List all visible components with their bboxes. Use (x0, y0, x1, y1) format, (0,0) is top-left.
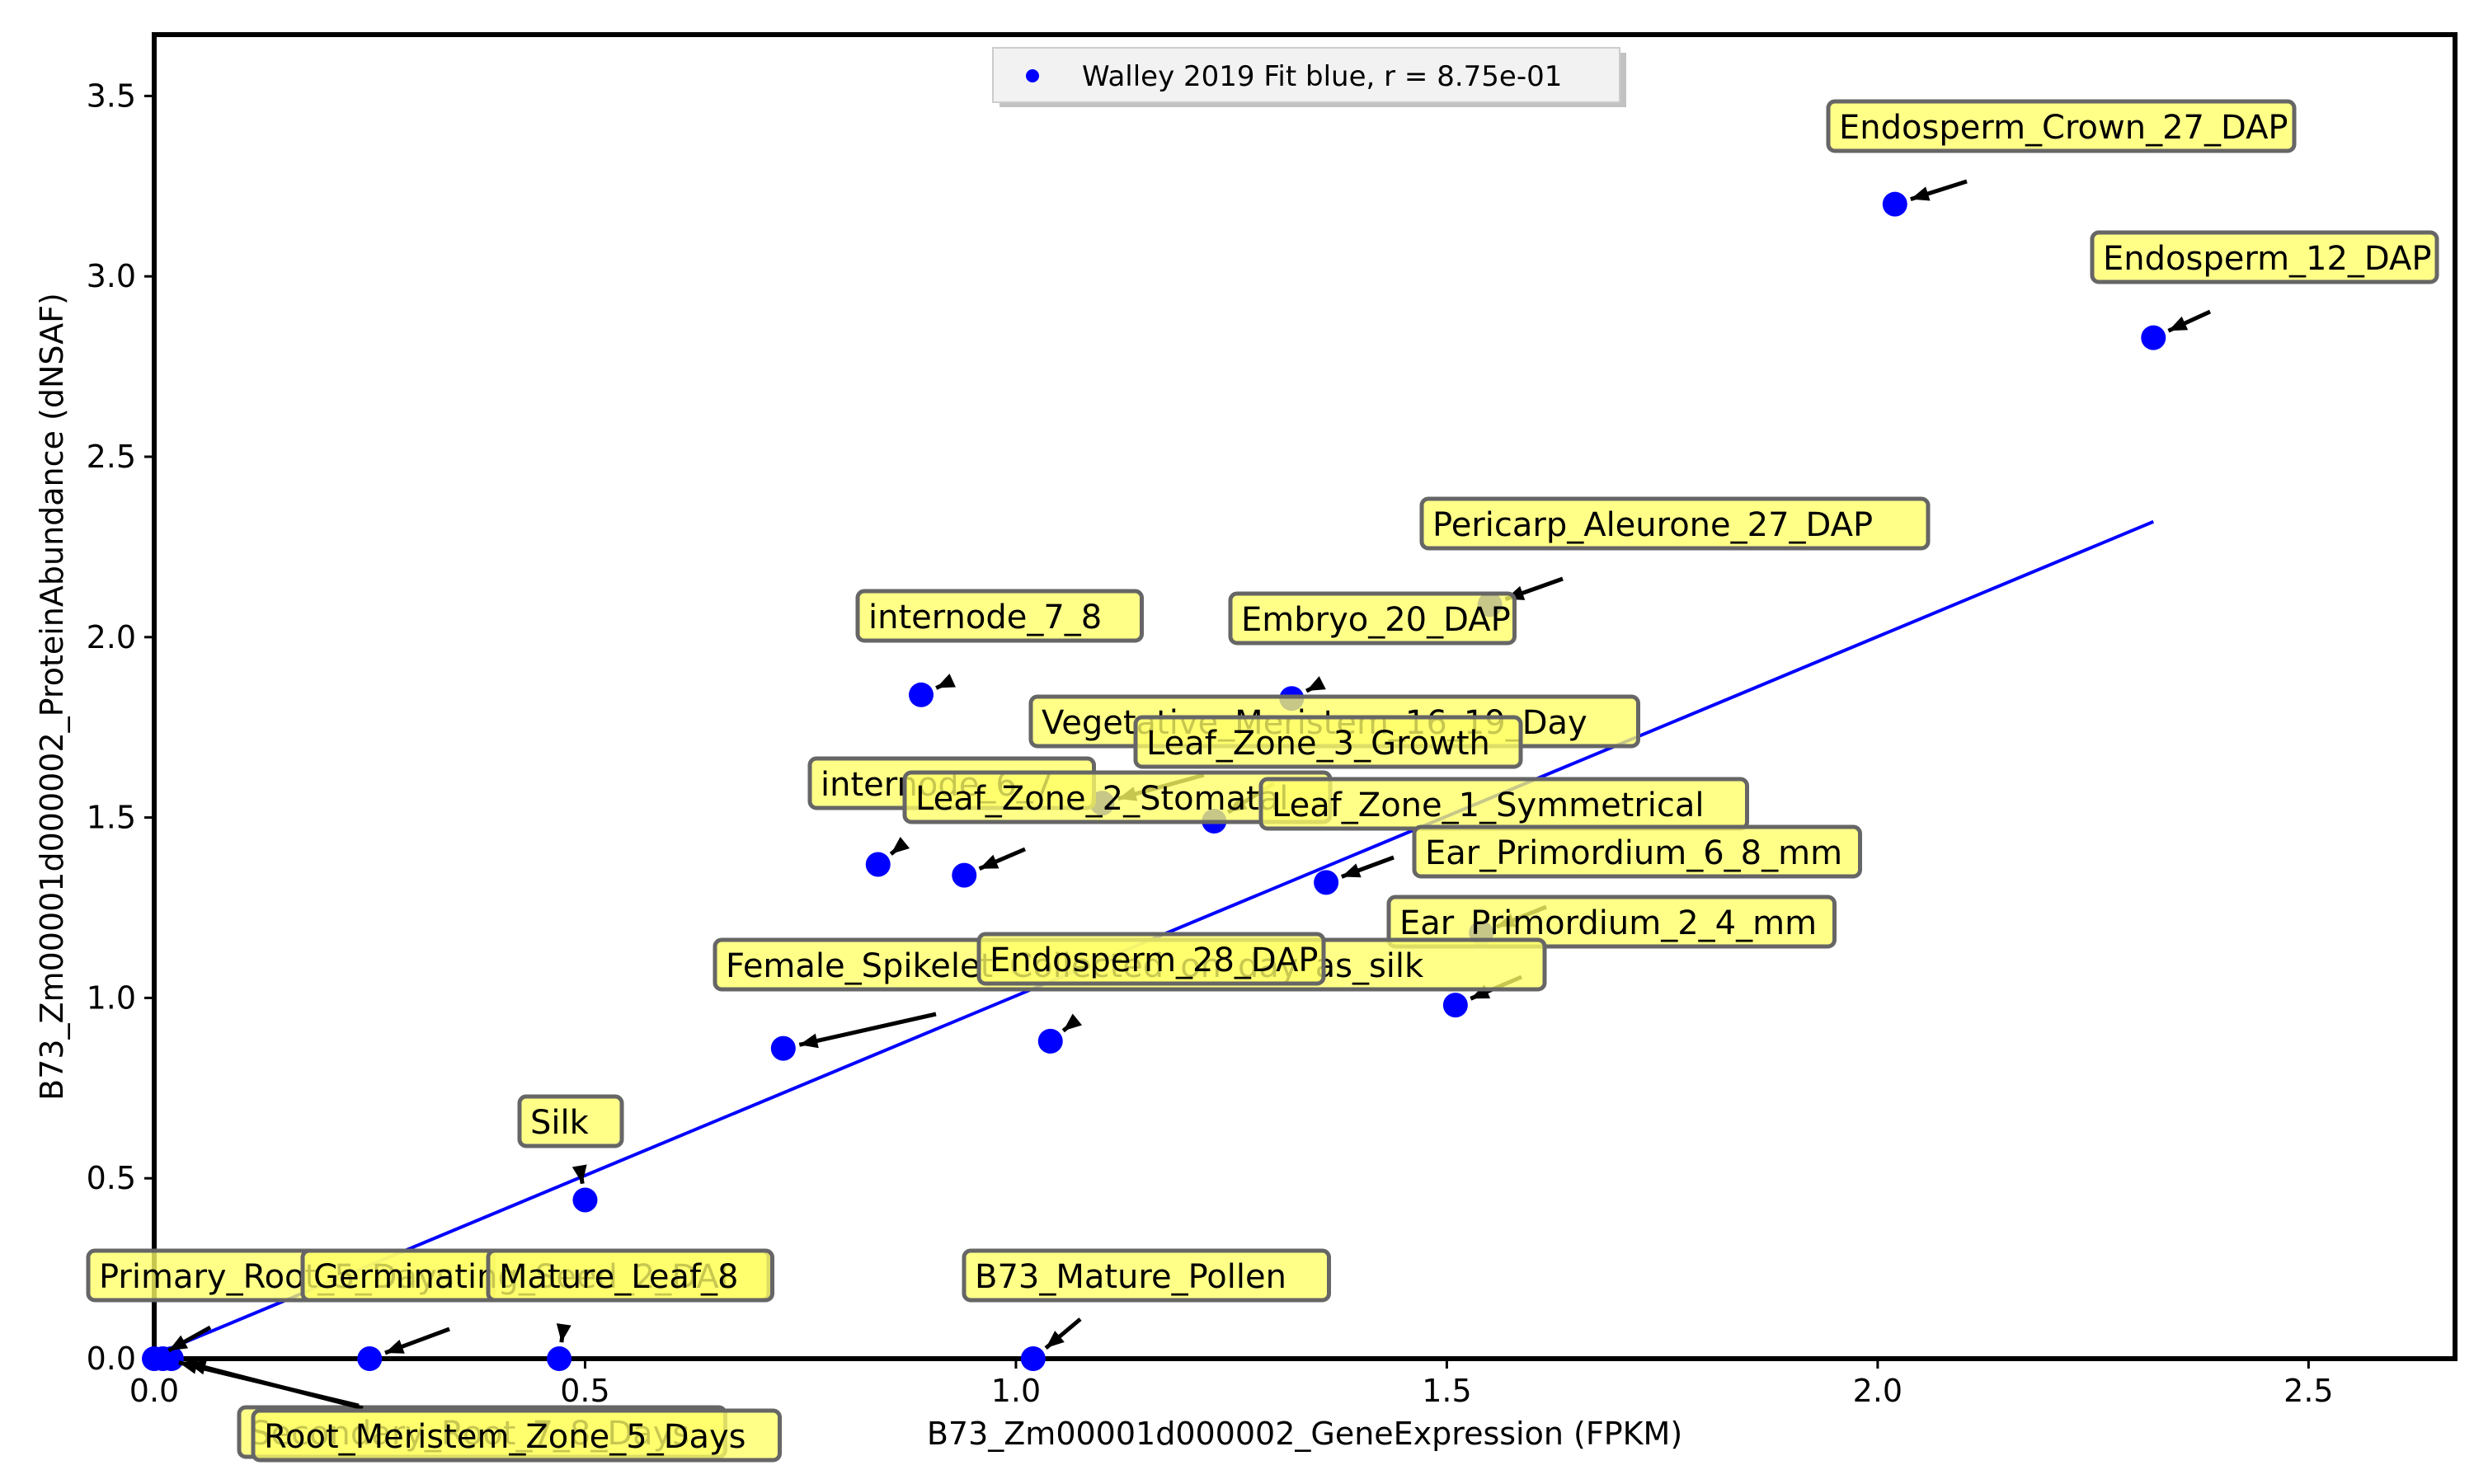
data-point (357, 1346, 383, 1371)
annotation-box (1419, 496, 1931, 551)
annotation-arrowhead (187, 1360, 207, 1375)
data-point (547, 1346, 572, 1371)
axis-ticks: 0.0 0.5 1.0 1.5 2.0 2.5 0.0 0.5 1.0 1.5 2.0 2.5 3.0 3… (87, 77, 2334, 1409)
annotation-label: Silk (530, 1104, 590, 1142)
annotation-label: Embryo_20_DAP (1241, 601, 1511, 639)
annotation-label: Leaf_Zone_3_Growth (1146, 725, 1490, 763)
annotation-label: Endosperm_28_DAP (990, 942, 1319, 979)
annotation-box (1412, 824, 1862, 879)
annotation-label: Leaf_Zone_1_Symmetrical (1272, 787, 1705, 824)
annotation: Root_Meristem_Zone_5_Days (186, 1360, 782, 1463)
legend-marker (1026, 69, 1039, 82)
y-tick-label: 1.0 (87, 979, 136, 1016)
y-tick-label: 0.5 (87, 1160, 136, 1196)
data-point (572, 1187, 598, 1213)
annotation-box (855, 589, 1144, 643)
y-tick-label: 0.0 (87, 1341, 136, 1377)
annotation-label: Ear_Primordium_2_4_mm (1399, 904, 1817, 942)
x-tick-label: 2.5 (2284, 1373, 2333, 1409)
y-tick-label: 3.0 (87, 258, 136, 294)
annotation-box (962, 1248, 1331, 1303)
annotation-arrowhead (936, 674, 956, 688)
x-tick-label: 2.0 (1853, 1373, 1903, 1409)
annotation: Ear_Primordium_2_4_mm (1386, 895, 1837, 1001)
annotation: Silk (517, 1094, 624, 1185)
annotation: internode_7_8 (855, 589, 1144, 690)
annotation-arrowhead (1910, 186, 1931, 201)
annotation-label: Pericarp_Aleurone_27_DAP (1432, 506, 1873, 544)
annotation-arrowhead (556, 1323, 571, 1343)
legend-box (992, 47, 1620, 103)
annotation-arrowhead (891, 837, 910, 854)
y-tick-label: 1.5 (87, 800, 136, 836)
point-annotations: Endosperm_Crown_27_DAP Endosperm_12_DAP Pe… (86, 99, 2439, 1463)
annotation-arrowhead (571, 1164, 587, 1184)
annotation-label: Endosperm_Crown_27_DAP (1839, 109, 2288, 147)
legend: Walley 2019 Fit blue, r = 8.75e-01 (992, 47, 1626, 107)
annotation-box (1228, 591, 1517, 646)
annotation-box (486, 1248, 774, 1303)
annotation-label: internode_7_8 (868, 599, 1102, 636)
annotation-arrowhead (2168, 316, 2189, 331)
annotation-label: Mature_Leaf_8 (499, 1258, 738, 1296)
annotation-arrowhead (979, 854, 999, 869)
annotation-label: B73_Mature_Pollen (975, 1258, 1286, 1296)
plot-frame (152, 32, 2458, 1361)
annotation-arrowhead (384, 1339, 405, 1354)
data-point (1442, 993, 1468, 1018)
data-point (909, 682, 934, 707)
data-point (770, 1036, 796, 1061)
y-axis-label: B73_Zm00001d000002_ProteinAbundance (dNS… (34, 293, 70, 1101)
annotation: Mature_Leaf_8 (486, 1248, 774, 1343)
annotation: Endosperm_28_DAP (976, 932, 1326, 1033)
y-tick-label: 2.5 (87, 439, 136, 475)
annotation-arrowhead (1063, 1013, 1083, 1031)
data-point (1037, 1028, 1063, 1054)
annotation-box (251, 1408, 782, 1463)
data-point (158, 1346, 184, 1371)
annotation-label: Endosperm_12_DAP (2103, 240, 2432, 278)
annotation: Embryo_20_DAP (1228, 591, 1517, 693)
annotation-label: Ear_Primordium_6_8_mm (1425, 834, 1842, 872)
data-point (865, 852, 891, 877)
annotation-box (976, 932, 1326, 986)
data-point (1020, 1346, 1046, 1371)
x-tick-label: 0.5 (560, 1373, 609, 1409)
annotation: Endosperm_12_DAP (2090, 230, 2439, 333)
annotation-arrow (186, 1360, 364, 1411)
annotation-box (1826, 99, 2297, 153)
data-point (952, 862, 977, 888)
x-tick-label: 1.5 (1422, 1373, 1471, 1409)
annotation: Ear_Primordium_6_8_mm (1412, 824, 1862, 929)
annotation: B73_Mature_Pollen (962, 1248, 1331, 1350)
annotation-box (517, 1094, 624, 1148)
annotation-arrow (798, 1012, 937, 1047)
data-point (2141, 325, 2166, 350)
annotation: Endosperm_Crown_27_DAP (1826, 99, 2297, 202)
annotation-arrowhead (168, 1335, 189, 1351)
legend-entry-label: Walley 2019 Fit blue, r = 8.75e-01 (1082, 60, 1562, 93)
x-tick-label: 1.0 (991, 1373, 1041, 1409)
data-point (1882, 191, 1907, 217)
y-tick-label: 2.0 (87, 619, 136, 655)
annotation-arrowhead (1306, 676, 1326, 692)
annotation-arrowhead (1341, 863, 1362, 878)
annotation-arrowhead (799, 1033, 819, 1049)
annotation: Pericarp_Aleurone_27_DAP (1419, 496, 1931, 602)
annotation-box (1386, 895, 1837, 949)
data-point (1314, 870, 1339, 895)
annotation-box (1133, 715, 1523, 769)
annotation-arrowhead (1046, 1331, 1065, 1349)
annotation-box (2090, 230, 2439, 284)
x-tick-label: 0.0 (129, 1373, 179, 1409)
x-axis-label: B73_Zm00001d000002_GeneExpression (FPKM) (927, 1416, 1682, 1452)
y-tick-label: 3.5 (87, 77, 136, 114)
annotation-label: Root_Meristem_Zone_5_Days (264, 1418, 746, 1456)
annotation-label: Leaf_Zone_2_Stomatal (915, 780, 1288, 818)
